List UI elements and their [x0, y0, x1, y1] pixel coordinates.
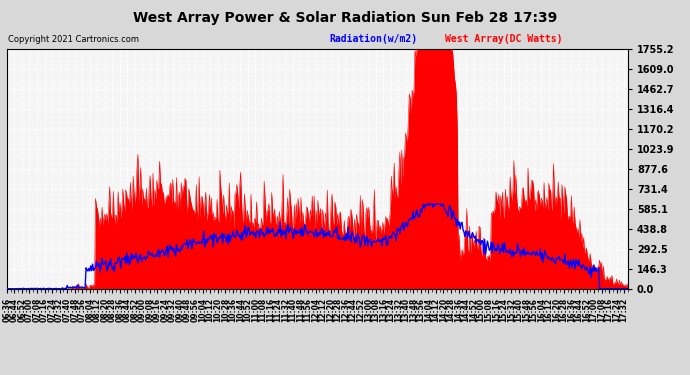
- Text: Radiation(w/m2): Radiation(w/m2): [330, 34, 418, 44]
- Text: Copyright 2021 Cartronics.com: Copyright 2021 Cartronics.com: [8, 35, 139, 44]
- Text: West Array Power & Solar Radiation Sun Feb 28 17:39: West Array Power & Solar Radiation Sun F…: [133, 11, 557, 25]
- Text: West Array(DC Watts): West Array(DC Watts): [444, 34, 562, 44]
